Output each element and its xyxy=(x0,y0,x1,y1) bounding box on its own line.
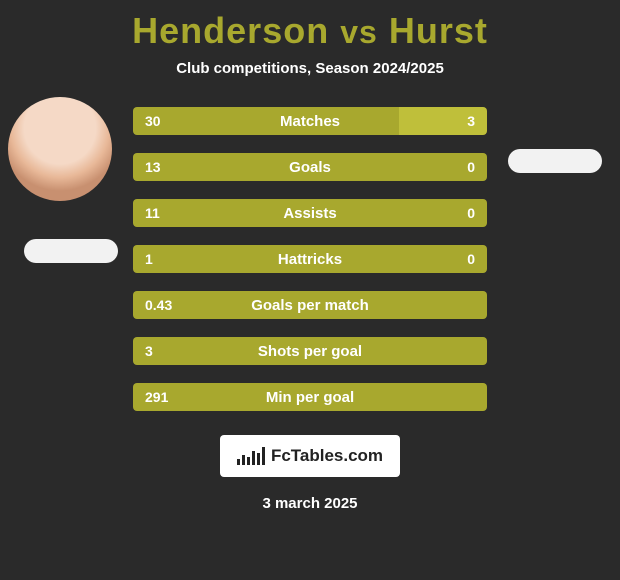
stat-right-value: 3 xyxy=(399,107,488,135)
player2-name: Hurst xyxy=(389,10,488,51)
player2-badge xyxy=(508,149,602,173)
player1-avatar xyxy=(8,97,112,201)
stat-left-value: 1 xyxy=(133,245,487,273)
stat-bars: 303Matches130Goals110Assists10Hattricks0… xyxy=(133,107,487,411)
stat-row: 3Shots per goal xyxy=(133,337,487,365)
stat-row: 0.43Goals per match xyxy=(133,291,487,319)
stat-row: 291Min per goal xyxy=(133,383,487,411)
subtitle: Club competitions, Season 2024/2025 xyxy=(0,60,620,77)
player1-badge xyxy=(24,239,118,263)
stat-row: 130Goals xyxy=(133,153,487,181)
date-label: 3 march 2025 xyxy=(0,495,620,512)
stat-row: 110Assists xyxy=(133,199,487,227)
stat-left-value: 13 xyxy=(133,153,487,181)
player1-name: Henderson xyxy=(132,10,329,51)
stat-row: 303Matches xyxy=(133,107,487,135)
stat-right-value: 0 xyxy=(455,245,487,273)
stat-left-value: 3 xyxy=(133,337,487,365)
logo: FcTables.com xyxy=(220,435,400,477)
stat-left-value: 291 xyxy=(133,383,487,411)
logo-text: FcTables.com xyxy=(271,446,383,466)
stat-right-value: 0 xyxy=(455,199,487,227)
vs-word: vs xyxy=(340,14,378,50)
comparison-title: Henderson vs Hurst xyxy=(0,0,620,52)
logo-chart-icon xyxy=(237,447,265,465)
content-area: 303Matches130Goals110Assists10Hattricks0… xyxy=(0,107,620,411)
stat-right-value: 0 xyxy=(455,153,487,181)
stat-left-value: 11 xyxy=(133,199,487,227)
stat-left-value: 0.43 xyxy=(133,291,487,319)
avatar-image xyxy=(8,97,112,201)
stat-row: 10Hattricks xyxy=(133,245,487,273)
stat-left-value: 30 xyxy=(133,107,399,135)
